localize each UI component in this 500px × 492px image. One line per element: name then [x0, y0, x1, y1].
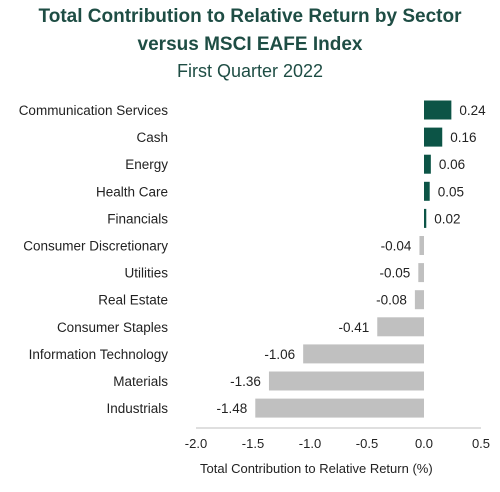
x-tick-label: -2.0 — [185, 436, 207, 451]
x-tick-label: 0.0 — [415, 436, 433, 451]
bar-consumer-discretionary — [419, 236, 424, 255]
x-tick-label: -1.5 — [242, 436, 264, 451]
category-label-real-estate: Real Estate — [98, 293, 168, 308]
value-label-financials: 0.02 — [434, 211, 460, 226]
category-label-cash: Cash — [136, 130, 168, 145]
bar-consumer-staples — [377, 317, 424, 337]
category-label-consumer-discretionary: Consumer Discretionary — [23, 239, 168, 254]
x-tick-label: -1.0 — [299, 436, 321, 451]
x-tick-label: 0.5 — [472, 436, 490, 451]
bar-communication-services — [424, 100, 452, 120]
value-label-information-technology: -1.06 — [264, 347, 295, 362]
value-label-energy: 0.06 — [439, 157, 465, 172]
value-label-cash: 0.16 — [450, 130, 476, 145]
bar-financials — [424, 208, 427, 228]
category-label-materials: Materials — [113, 374, 168, 389]
value-label-consumer-staples: -0.41 — [338, 320, 369, 335]
category-label-industrials: Industrials — [106, 401, 168, 416]
value-label-real-estate: -0.08 — [376, 293, 407, 308]
category-labels: Communication Services Cash Energy Health C… — [19, 103, 169, 416]
value-labels: 0.24 0.16 0.06 0.05 0.02 -0.04 -0.05 -0.08 -0.41… — [216, 103, 486, 416]
value-label-communication-services: 0.24 — [459, 103, 486, 118]
chart-subtitle: First Quarter 2022 — [176, 61, 324, 81]
chart-title-line1: Total Contribution to Relative Return by… — [38, 6, 462, 27]
x-tick-label: -0.5 — [356, 436, 378, 451]
category-label-health-care: Health Care — [96, 184, 168, 199]
category-label-energy: Energy — [125, 157, 168, 172]
bar-materials — [268, 371, 424, 391]
value-label-industrials: -1.48 — [216, 401, 247, 416]
x-tick-labels: -2.0 -1.5 -1.0 -0.5 0.0 0.5 — [185, 436, 490, 451]
bars-layer — [255, 100, 452, 418]
value-label-materials: -1.36 — [230, 374, 261, 389]
bar-industrials — [255, 398, 424, 418]
bar-utilities — [418, 263, 424, 283]
chart-title-line2: versus MSCI EAFE Index — [137, 34, 363, 55]
bar-energy — [424, 154, 431, 174]
x-axis-label: Total Contribution to Relative Return (%… — [200, 461, 433, 476]
bar-information-technology — [303, 344, 424, 364]
category-label-financials: Financials — [107, 211, 168, 226]
category-label-consumer-staples: Consumer Staples — [57, 320, 168, 335]
value-label-utilities: -0.05 — [380, 266, 411, 281]
value-label-consumer-discretionary: -0.04 — [381, 239, 412, 254]
value-label-health-care: 0.05 — [438, 184, 464, 199]
category-label-communication-services: Communication Services — [19, 103, 169, 118]
bar-cash — [424, 127, 443, 147]
category-label-information-technology: Information Technology — [29, 347, 169, 362]
bar-real-estate — [414, 290, 424, 310]
bar-health-care — [424, 181, 430, 201]
category-label-utilities: Utilities — [124, 266, 168, 281]
